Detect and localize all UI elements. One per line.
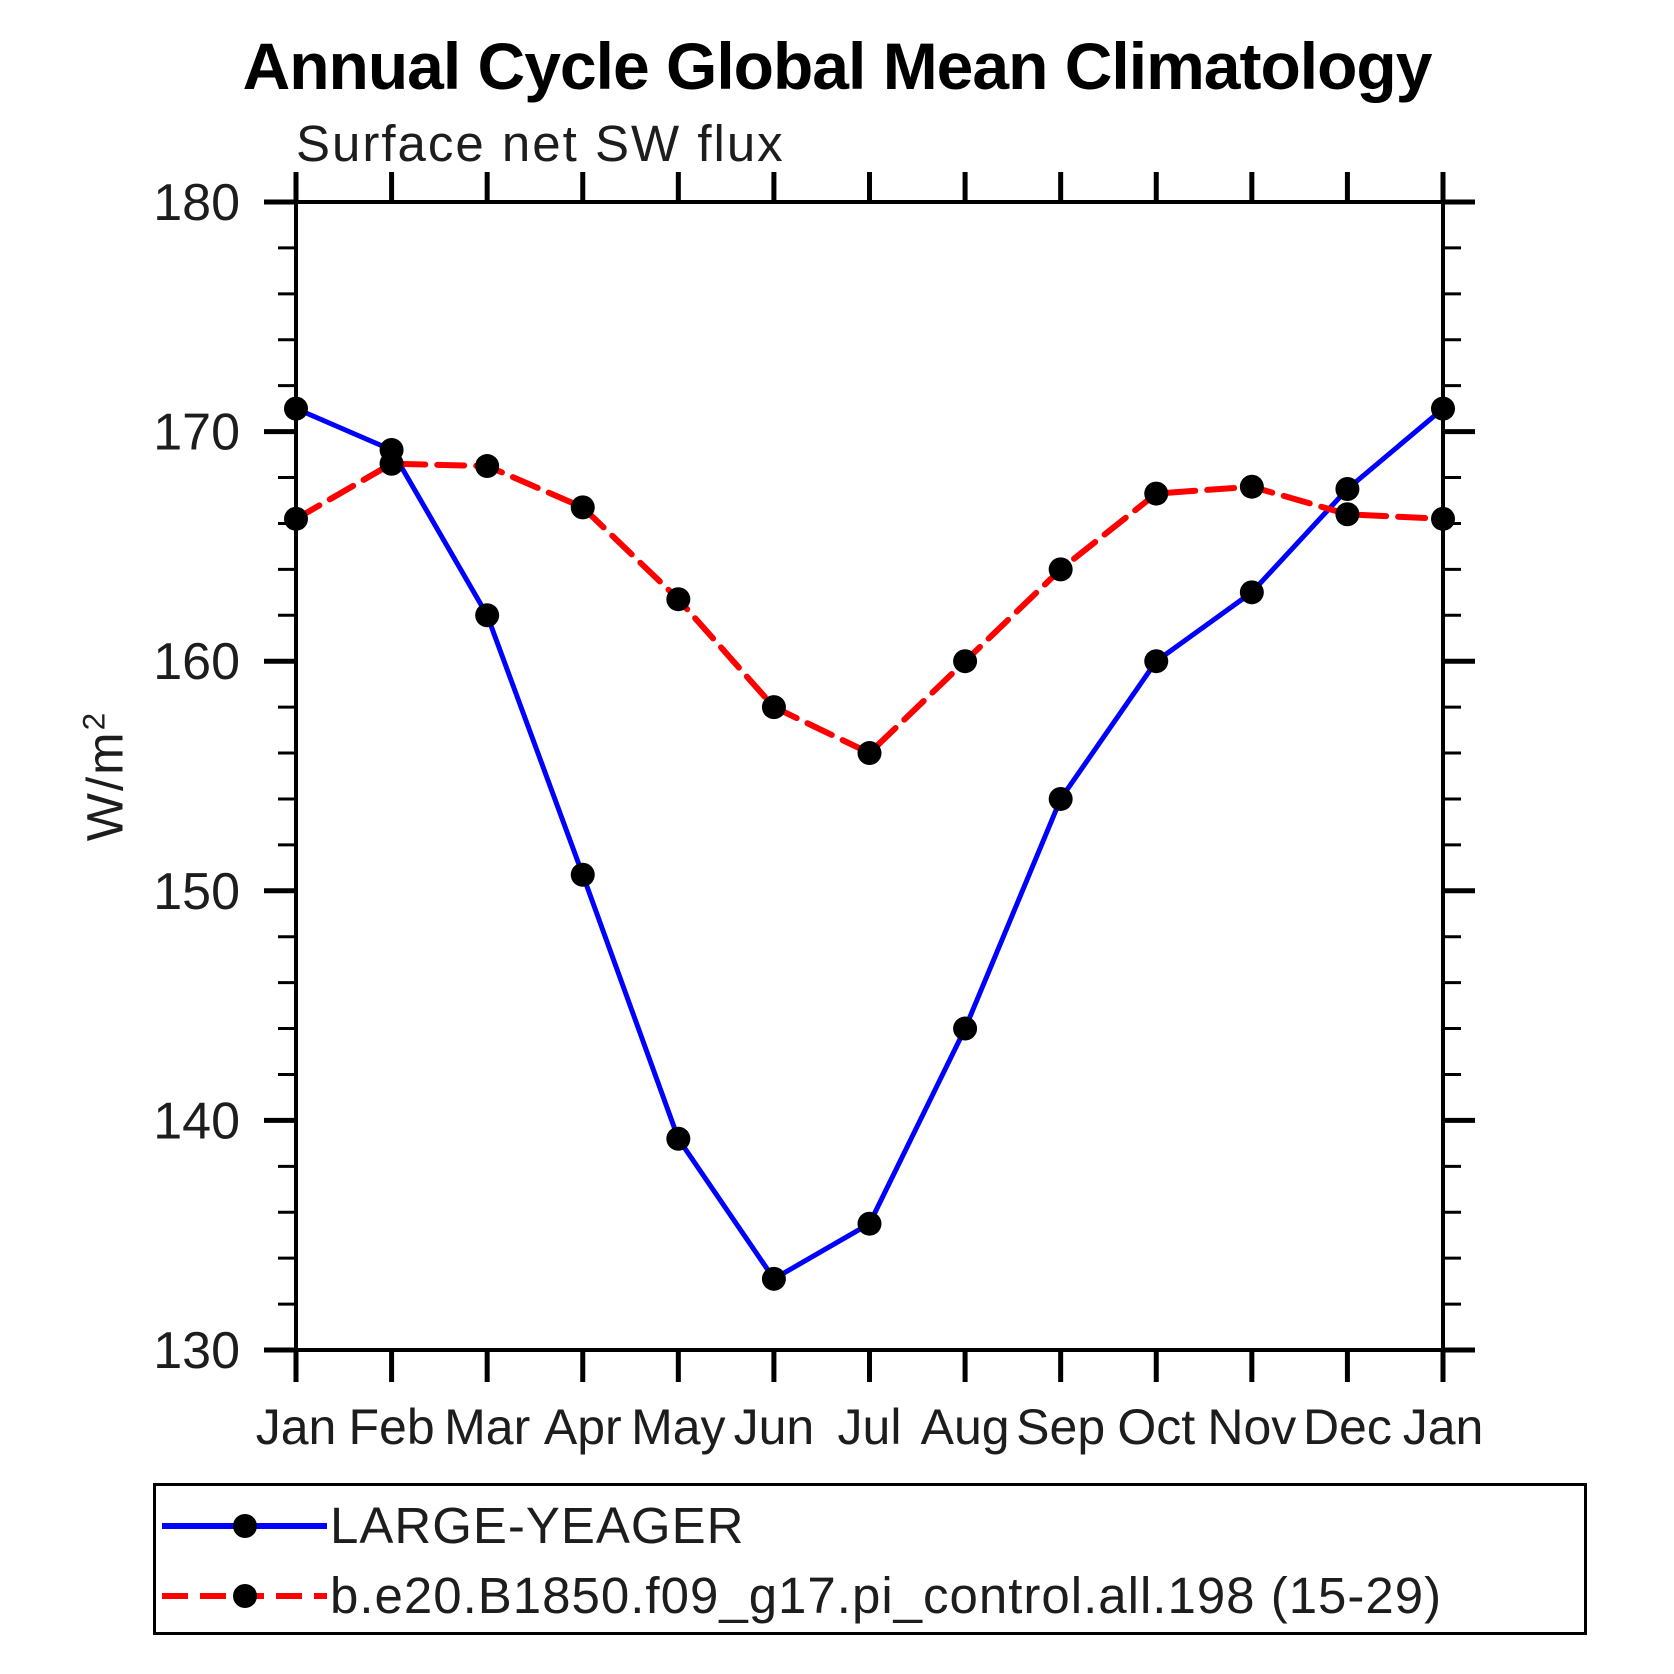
x-tick-label: Dec [1303, 1399, 1392, 1455]
legend-label: b.e20.B1850.f09_g17.pi_control.all.198 (… [330, 1567, 1443, 1624]
data-point-marker [475, 454, 500, 479]
data-point-marker [1144, 649, 1169, 674]
x-tick-label: Jan [1403, 1399, 1484, 1455]
marker-dot-icon [233, 1584, 257, 1608]
x-tick-label: Nov [1207, 1399, 1296, 1455]
y-tick-label: 150 [153, 863, 240, 921]
data-point-marker [953, 1016, 978, 1041]
data-point-marker [570, 862, 595, 887]
x-tick-label: Feb [348, 1399, 434, 1455]
data-point-marker [1431, 396, 1455, 421]
legend-box: LARGE-YEAGER b.e20.B1850.f09_g17.pi_cont… [153, 1483, 1587, 1635]
legend-swatch-dashed-line [162, 1584, 327, 1608]
y-tick-label: 130 [153, 1322, 240, 1380]
data-point-marker [475, 603, 500, 628]
data-point-marker [1239, 580, 1264, 605]
marker-dot-icon [233, 1514, 257, 1538]
axis-frame [294, 200, 1445, 1352]
x-tick-label: Mar [444, 1399, 530, 1455]
data-point-marker [1335, 477, 1360, 501]
legend-swatch-solid-line [162, 1514, 327, 1538]
y-tick-label: 170 [153, 404, 240, 462]
data-point-marker [1335, 502, 1360, 527]
x-tick-label: Aug [921, 1399, 1010, 1455]
data-point-marker [1144, 481, 1169, 506]
data-point-marker [1239, 474, 1264, 499]
data-point-marker [761, 1266, 786, 1291]
data-point-marker [761, 695, 786, 720]
series-line-0 [293, 406, 1446, 1282]
data-point-marker [1431, 506, 1455, 531]
y-tick-label: 160 [153, 633, 240, 691]
data-point-marker [284, 396, 308, 421]
page-title: Annual Cycle Global Mean Climatology [242, 29, 1433, 103]
data-point-marker [570, 495, 595, 520]
x-tick-label: Jun [734, 1399, 815, 1455]
x-tick-label: Apr [544, 1399, 622, 1455]
y-tick-label: 180 [153, 174, 240, 232]
data-point-marker [284, 506, 308, 531]
plot-subtitle: Surface net SW flux [296, 115, 785, 172]
x-tick-label: Jul [838, 1399, 902, 1455]
data-point-marker [953, 649, 978, 674]
x-tick-label: Sep [1016, 1399, 1105, 1455]
data-point-marker [379, 451, 404, 476]
legend-entry-model-run: b.e20.B1850.f09_g17.pi_control.all.198 (… [162, 1567, 1443, 1624]
series-line-1 [293, 460, 1446, 757]
x-tick-label: Oct [1117, 1399, 1195, 1455]
data-point-marker [1048, 557, 1073, 582]
data-point-marker [857, 741, 882, 766]
data-point-marker [1048, 786, 1073, 811]
data-point-marker [666, 587, 691, 612]
legend-entry-large-yeager: LARGE-YEAGER [162, 1497, 745, 1554]
legend-label: LARGE-YEAGER [330, 1497, 745, 1554]
data-point-marker [857, 1211, 882, 1236]
x-tick-label: May [631, 1399, 725, 1455]
y-tick-label: 140 [153, 1092, 240, 1150]
data-point-marker [666, 1126, 691, 1151]
x-tick-label: Jan [256, 1399, 337, 1455]
